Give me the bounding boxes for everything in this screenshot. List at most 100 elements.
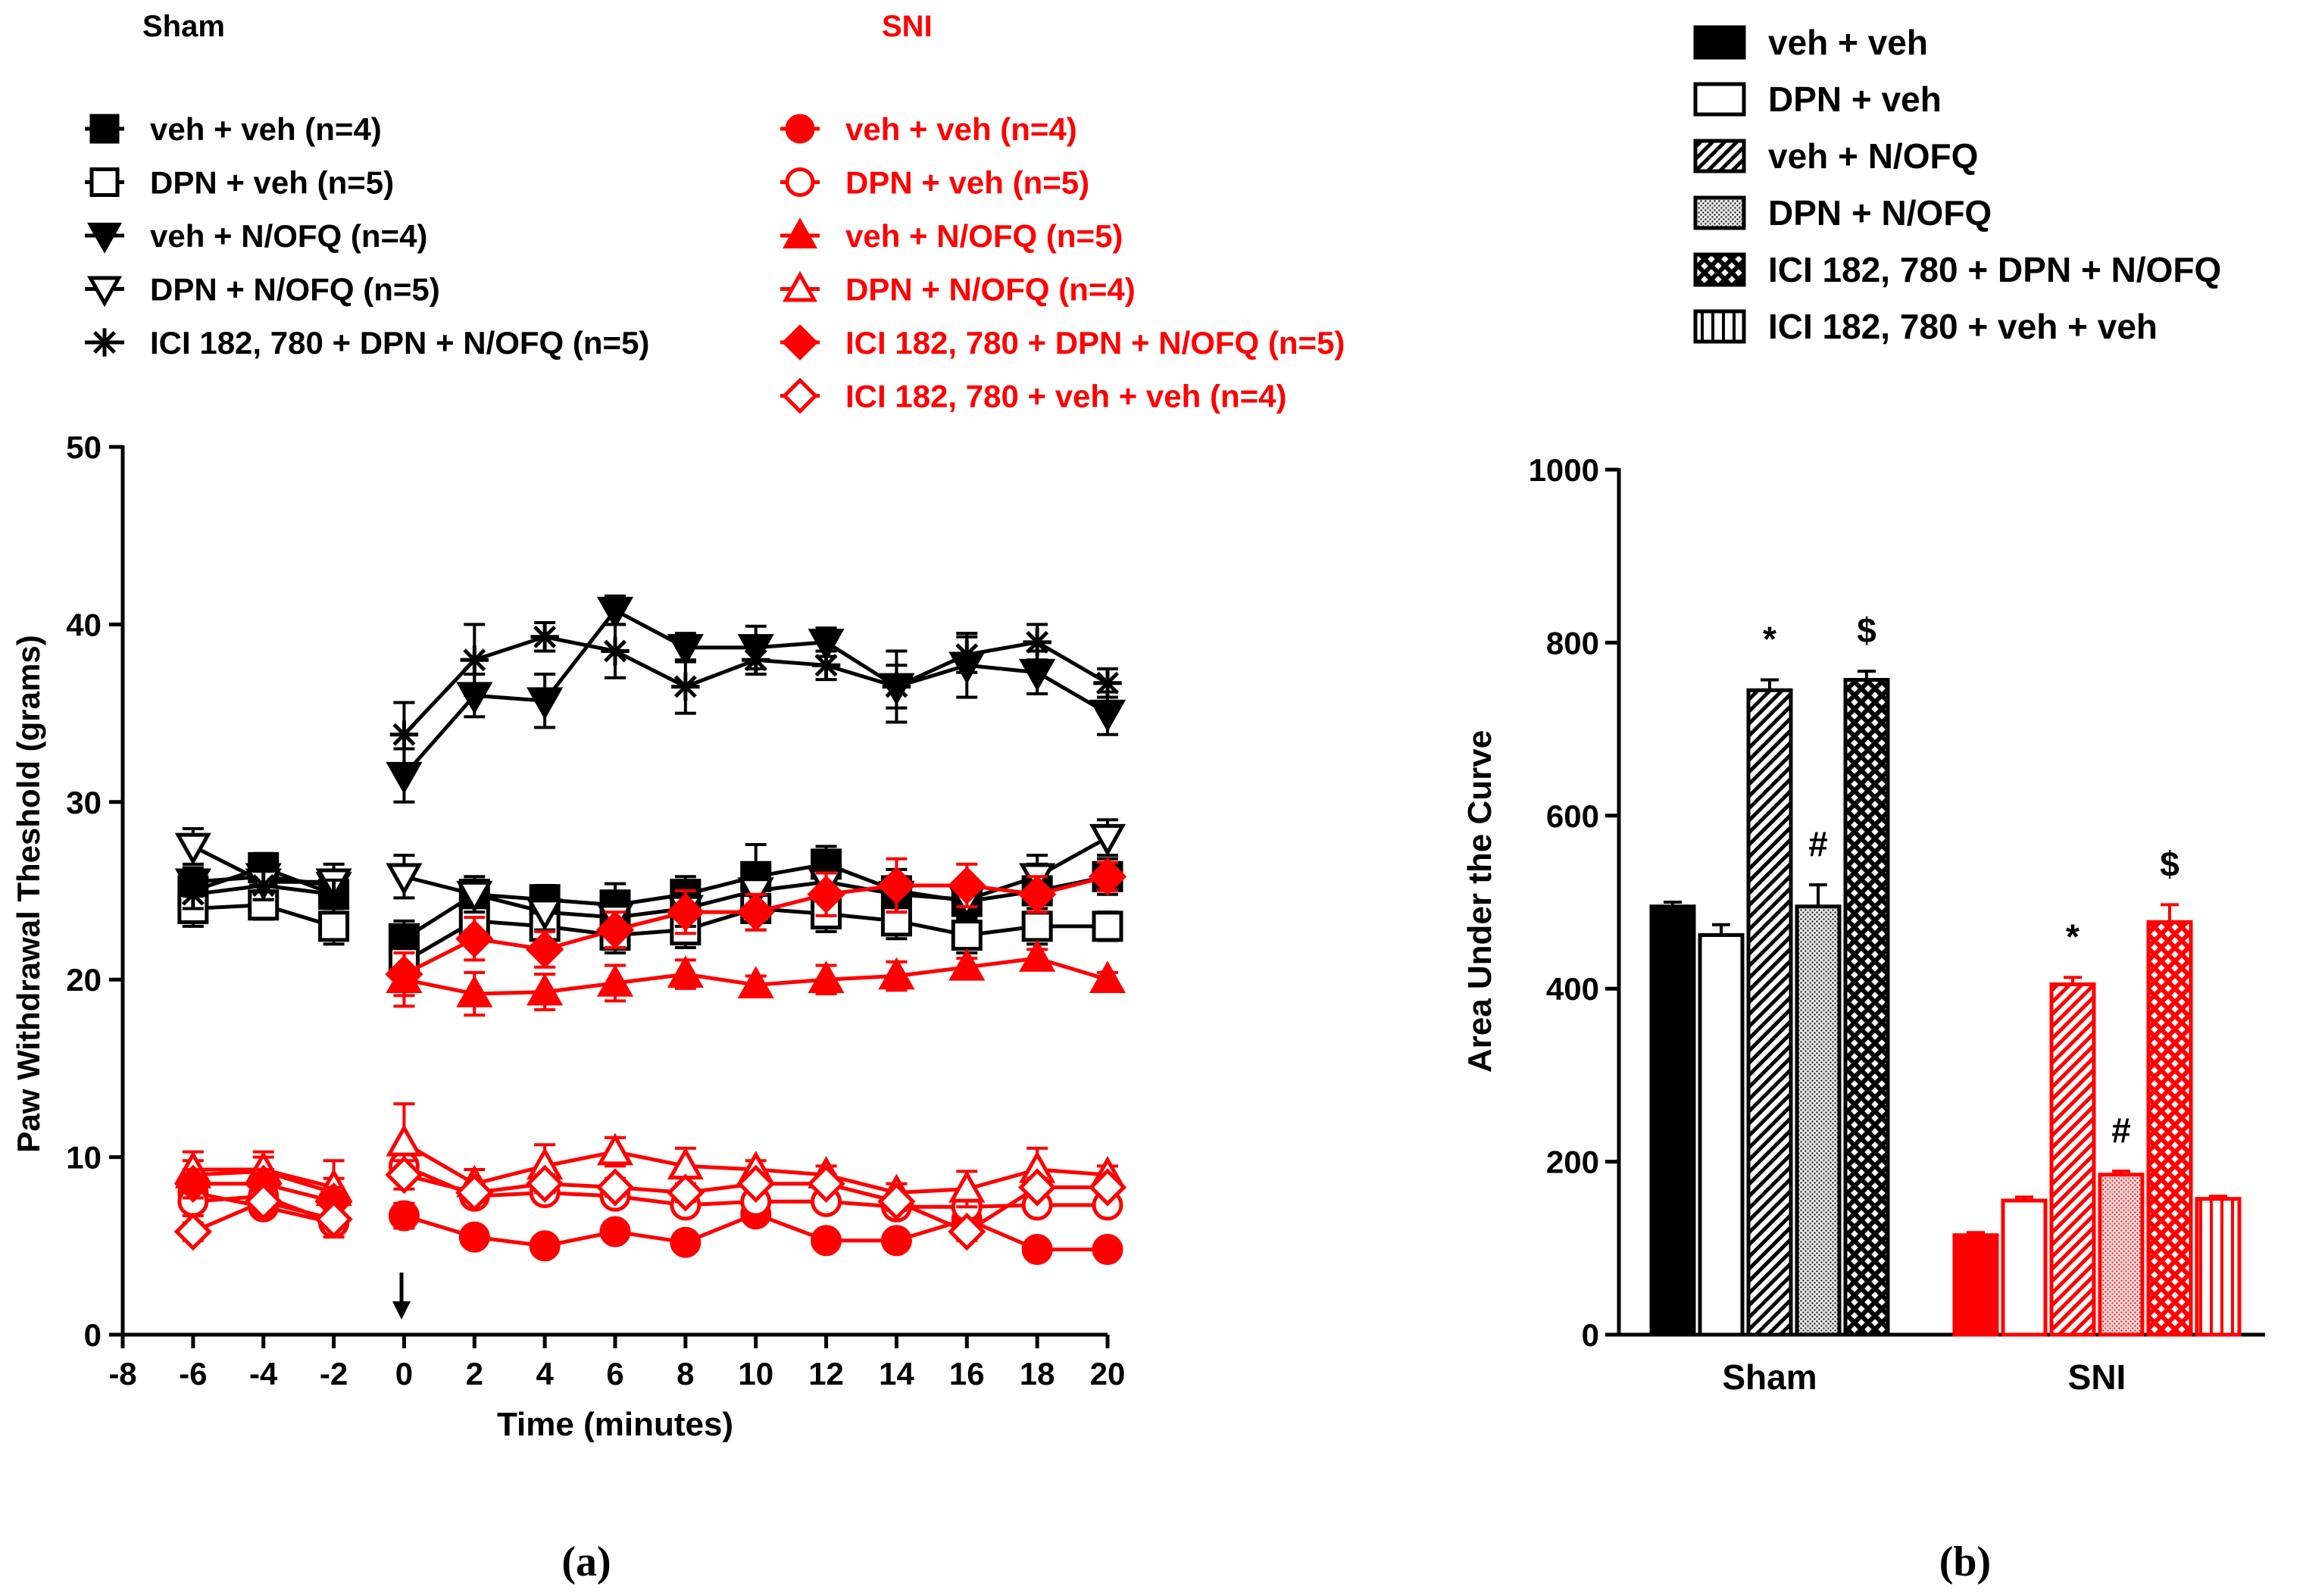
legend-swatch [1693,82,1746,117]
bar [2146,920,2193,1337]
legend-swatch [1693,309,1746,344]
y-tick-label-a: 20 [66,962,102,998]
data-point [1019,658,1056,692]
legend-item: veh + veh (n=4) [85,111,382,147]
data-point [742,645,770,674]
data-point [1093,669,1122,698]
category-label: SNI [2068,1357,2126,1397]
legend-swatch [1693,252,1746,287]
bar [1649,904,1696,1337]
y-tick-label-a: 50 [66,429,102,465]
legend-marker [85,167,124,197]
data-point [1089,960,1126,993]
y-axis-label-b: Area Under the Curve [1461,730,1498,1073]
legend-label-b: veh + veh [1768,23,1928,62]
legend-marker [780,167,820,197]
bar [1698,932,1745,1337]
legend-label: ICI 182, 780 + veh + veh (n=4) [845,379,1286,414]
data-point [456,880,493,914]
bar-group-sham: * # $ Sham [1649,611,1890,1397]
data-point [389,720,419,749]
data-point [877,866,916,905]
panel-label-b: (b) [1939,1538,1991,1585]
legend-group-title-sni: SNI [882,10,933,43]
data-point [530,623,559,651]
y-tick-label-b: 800 [1546,625,1599,661]
legend-item-b: DPN + veh [1693,80,1942,119]
x-tick-label-a: -8 [108,1356,136,1391]
x-axis-label-a: Time (minutes) [497,1406,733,1443]
data-point [951,920,983,951]
y-tick-label-a: 0 [84,1317,102,1353]
data-point [385,1155,423,1195]
data-point [1088,1168,1127,1207]
plot-panel-b: * # $ Sham * # $ SNI [1649,611,2242,1397]
x-tick-label-a: -4 [249,1356,278,1391]
data-point [877,1182,916,1221]
significance-mark: * [1763,620,1776,659]
legend-group-title-sham: Sham [142,10,225,43]
x-tick-label-a: -6 [179,1356,207,1391]
legend-label-b: veh + N/OFQ [1768,136,1978,176]
significance-mark: $ [1857,611,1876,650]
legend-marker [780,377,820,414]
y-axis-label-a: Paw Withdrawal Theshold (grams) [11,635,46,1152]
data-point [952,640,981,669]
series-sham-2 [174,594,1126,904]
data-point [948,866,986,905]
legend-label: DPN + N/OFQ (n=5) [150,272,440,308]
series-sni-10 [173,1155,1127,1251]
data-point [948,1170,986,1203]
data-point [671,672,700,701]
data-point [1018,1168,1057,1207]
bar-group-sni: * # $ SNI [1952,844,2242,1397]
x-tick-label-a: 10 [738,1356,773,1391]
series-sham-4 [179,621,1122,910]
legend-marker [85,328,124,357]
legend-label: DPN + veh (n=5) [150,165,394,201]
data-point [948,1212,986,1251]
data-point [1021,1233,1053,1265]
panel-label-a: (a) [561,1538,611,1585]
legend-label: veh + veh (n=4) [845,111,1077,147]
data-point [599,1216,631,1248]
legend-marker [85,114,124,144]
legend-marker [85,223,124,254]
data-point [460,645,489,674]
category-label: Sham [1722,1357,1817,1397]
bar [1843,678,1890,1337]
arrow-annotation [392,1273,411,1320]
data-point [596,1132,634,1166]
y-tick-label-b: 200 [1546,1145,1599,1180]
data-point [811,1225,842,1257]
legend-item-b: veh + veh [1693,23,1928,62]
data-point [174,832,211,866]
data-point [666,892,705,932]
x-tick-label-a: 4 [536,1356,554,1391]
legend-marker [780,217,820,248]
data-point [667,634,704,667]
legend-label: DPN + N/OFQ (n=4) [845,272,1136,308]
data-point [666,1173,705,1212]
legend-marker [780,114,820,144]
data-point [455,920,494,958]
y-tick-label-b: 600 [1546,798,1599,834]
data-point [526,930,564,969]
data-point [249,871,278,900]
data-point [670,1226,701,1258]
data-point [737,966,774,999]
data-point [596,964,634,997]
bar [1746,688,1793,1337]
data-point [1089,823,1126,857]
data-point [1019,939,1056,972]
x-tick-label-a: 2 [466,1356,483,1391]
bar [2195,1197,2242,1337]
data-point [385,955,423,994]
legend-marker [780,270,820,302]
data-point [1023,628,1051,657]
data-point [527,973,564,1006]
x-tick-label-a: 8 [676,1356,694,1391]
legend-item: ICI 182, 780 + veh + veh (n=4) [780,377,1286,414]
significance-mark: # [1808,824,1828,864]
